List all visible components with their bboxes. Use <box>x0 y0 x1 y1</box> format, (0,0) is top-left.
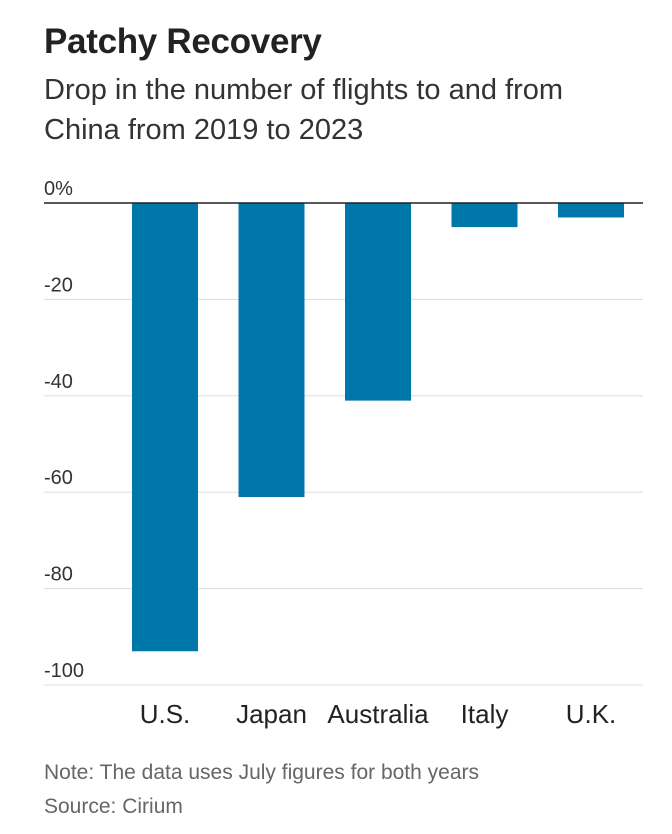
bar <box>132 203 198 652</box>
chart-source: Source: Cirium <box>44 795 183 818</box>
y-tick-label: -100 <box>44 660 84 682</box>
y-tick-label: -40 <box>44 371 73 393</box>
bar <box>345 203 411 401</box>
y-tick-label: -60 <box>44 467 73 489</box>
bar <box>451 203 518 228</box>
bars <box>132 203 624 652</box>
y-axis-ticks: 0% -20 -40 -60 -80 -100 <box>44 178 84 682</box>
chart-note: Note: The data uses July figures for bot… <box>44 761 480 784</box>
x-category-label: U.S. <box>140 699 191 729</box>
chart-title: Patchy Recovery <box>44 22 322 61</box>
x-category-label: Japan <box>236 699 307 729</box>
y-tick-label: -20 <box>44 274 73 296</box>
bar <box>558 203 624 218</box>
chart-footer: Note: The data uses July figures for bot… <box>44 756 479 824</box>
x-category-label: Australia <box>327 699 429 729</box>
chart-subtitle: Drop in the number of flights to and fro… <box>44 74 564 146</box>
x-axis-labels: U.S. Japan Australia Italy U.K. <box>140 699 617 729</box>
bar <box>238 203 305 498</box>
y-tick-label: 0% <box>44 178 73 200</box>
x-category-label: U.K. <box>566 699 617 729</box>
x-category-label: Italy <box>461 699 509 729</box>
bar-chart: 0% -20 -40 -60 -80 -100 U.S. Japan Australia Ita… <box>44 178 643 729</box>
y-tick-label: -80 <box>44 564 73 586</box>
